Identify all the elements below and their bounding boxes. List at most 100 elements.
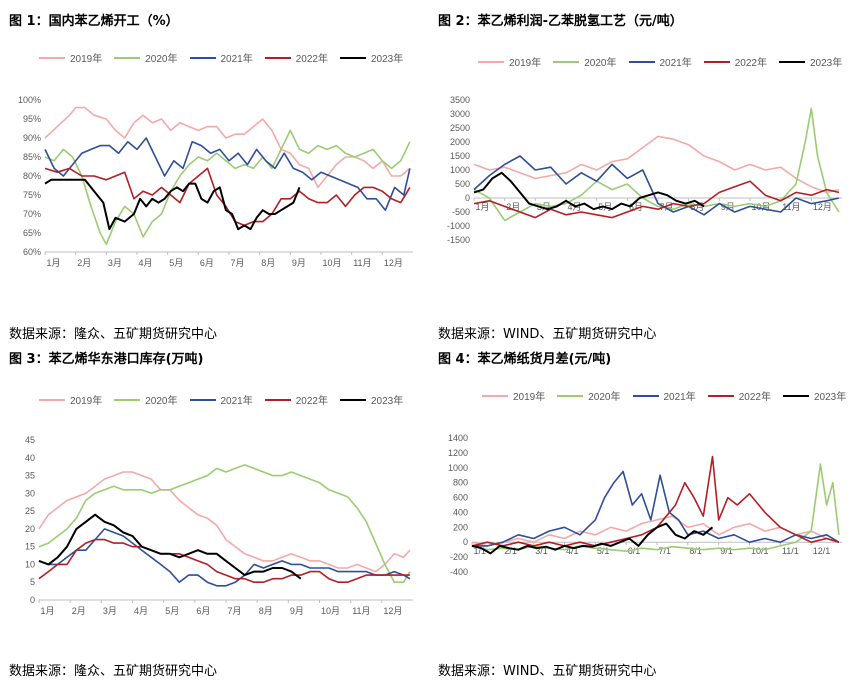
x-tick-label: 7/1 [659, 546, 672, 556]
legend-item: 2019年 [482, 388, 545, 403]
legend-swatch [783, 394, 809, 397]
x-tick-label: 10月 [323, 258, 342, 268]
x-tick-label: 12/1 [813, 546, 831, 556]
y-tick-label: 800 [453, 478, 468, 488]
series-line-2021 [38, 528, 411, 587]
y-tick-label: 400 [453, 507, 468, 517]
line-chart: 0 5 10 15 20 25 30 35 40 45 1月 2月 3月 4月 5月 6月 7月 8月 9月 10月 1… [25, 435, 413, 616]
legend-label: 2022年 [734, 58, 767, 69]
data-source: 数据来源：WIND、五矿期货研究中心 [438, 327, 657, 342]
legend-item: 2023年 [340, 392, 403, 407]
x-tick-label: 11/1 [782, 546, 799, 556]
legend-swatch [482, 394, 508, 397]
x-tick-label: 12月 [383, 606, 402, 616]
chart-panel-3: 图 3：苯乙烯华东港口库存(万吨) 2019年 2020年 2021年 2022年 20… [9, 348, 419, 683]
chart-title: 图 2：苯乙烯利润-乙苯脱氢工艺（元/吨） [438, 14, 683, 29]
y-tick-label: 35 [25, 471, 35, 481]
y-tick-label: 75% [23, 190, 41, 200]
x-tick-label: 2/1 [504, 546, 517, 556]
line-chart: -1500 -1000 -500 0 500 1000 1500 2000 2500 3000 35… [447, 95, 842, 245]
x-tick-label: 9/1 [720, 546, 733, 556]
legend-label: 2021年 [659, 58, 692, 69]
y-tick-label: 3500 [450, 95, 470, 105]
x-tick-label: 1月 [47, 258, 61, 268]
x-tick-label: 9月 [721, 202, 735, 212]
series-line-2023 [473, 171, 705, 211]
legend-swatch [553, 60, 580, 63]
y-tick-label: 1000 [448, 463, 468, 473]
series-line-2020 [473, 107, 840, 222]
x-tick-label: 7月 [660, 202, 674, 212]
x-tick-label: 1月 [41, 606, 55, 616]
legend-item: 2020年 [114, 392, 178, 407]
x-tick-label: 8/1 [689, 546, 702, 556]
legend-item: 2021年 [189, 50, 253, 65]
y-tick-label: 70% [23, 209, 41, 219]
legend-label: 2022年 [295, 396, 328, 407]
y-tick-label: 20 [25, 524, 35, 534]
legend-swatch [340, 398, 366, 401]
legend-swatch [703, 60, 730, 63]
series-line-2023 [44, 178, 301, 231]
legend-swatch [189, 398, 216, 401]
data-source: 数据来源：隆众、五矿期货研究中心 [9, 327, 218, 342]
y-tick-label: 5 [30, 577, 35, 587]
legend-swatch [628, 60, 655, 63]
legend-item: 2021年 [628, 54, 692, 69]
legend-item: 2020年 [553, 54, 617, 69]
legend-item: 2022年 [264, 50, 328, 65]
x-tick-label: 4月 [134, 606, 148, 616]
legend-label: 2020年 [588, 392, 621, 403]
x-tick-label: 1/1 [474, 546, 487, 556]
x-tick-label: 4月 [139, 258, 153, 268]
legend-item: 2022年 [703, 54, 767, 69]
data-source: 数据来源：隆众、五矿期货研究中心 [9, 664, 218, 679]
x-tick-label: 6/1 [628, 546, 641, 556]
legend-label: 2019年 [513, 392, 546, 403]
legend-item: 2019年 [478, 54, 541, 69]
y-tick-label: 25 [25, 506, 35, 516]
x-tick-label: 4/1 [566, 546, 579, 556]
legend-swatch [707, 394, 734, 397]
chart-legend: 2019年 2020年 2021年 2022年 2023年 [478, 54, 851, 69]
legend-item: 2023年 [779, 54, 842, 69]
line-chart: 60% 65% 70% 75% 80% 85% 90% 95% 100% 1月 2月 3月 4月 5月 6月… [18, 95, 413, 268]
y-tick-label: 65% [23, 228, 41, 238]
legend-item: 2023年 [340, 50, 403, 65]
legend-swatch [114, 56, 141, 59]
legend-item: 2022年 [264, 392, 328, 407]
y-tick-label: 95% [23, 114, 41, 124]
x-tick-label: 11月 [352, 606, 370, 616]
legend-swatch [340, 56, 366, 59]
series-line-2021 [44, 137, 411, 211]
legend-label: 2020年 [584, 58, 617, 69]
legend-swatch [264, 56, 291, 59]
legend-swatch [478, 60, 504, 63]
y-tick-label: 100% [18, 95, 41, 105]
x-tick-label: 9月 [292, 258, 306, 268]
line-chart: -400 -200 0 200 400 600 800 1000 1200 1400 1/1 2/1 3… [448, 433, 842, 577]
legend-swatch [39, 398, 65, 401]
legend-swatch [264, 398, 291, 401]
x-tick-label: 10月 [752, 202, 771, 212]
legend-item: 2019年 [39, 392, 102, 407]
x-tick-label: 3/1 [535, 546, 548, 556]
x-tick-label: 9月 [290, 606, 304, 616]
legend-label: 2021年 [220, 54, 253, 65]
legend-label: 2019年 [70, 396, 103, 407]
x-tick-label: 2月 [77, 258, 91, 268]
y-tick-label: -1500 [447, 235, 470, 245]
chart-title: 图 3：苯乙烯华东港口库存(万吨) [9, 352, 204, 367]
legend-swatch [779, 60, 805, 63]
legend-label: 2020年 [145, 54, 178, 65]
series-line-2022 [38, 538, 410, 583]
series-line-2020 [38, 464, 411, 583]
y-tick-label: 200 [453, 522, 468, 532]
x-tick-label: 6月 [629, 202, 643, 212]
legend-item: 2023年 [783, 388, 846, 403]
series-line-2022 [471, 455, 840, 547]
series-line-2019 [471, 515, 840, 547]
x-tick-label: 3月 [108, 258, 122, 268]
legend-label: 2023年 [810, 58, 843, 69]
y-tick-label: 1400 [448, 433, 468, 443]
